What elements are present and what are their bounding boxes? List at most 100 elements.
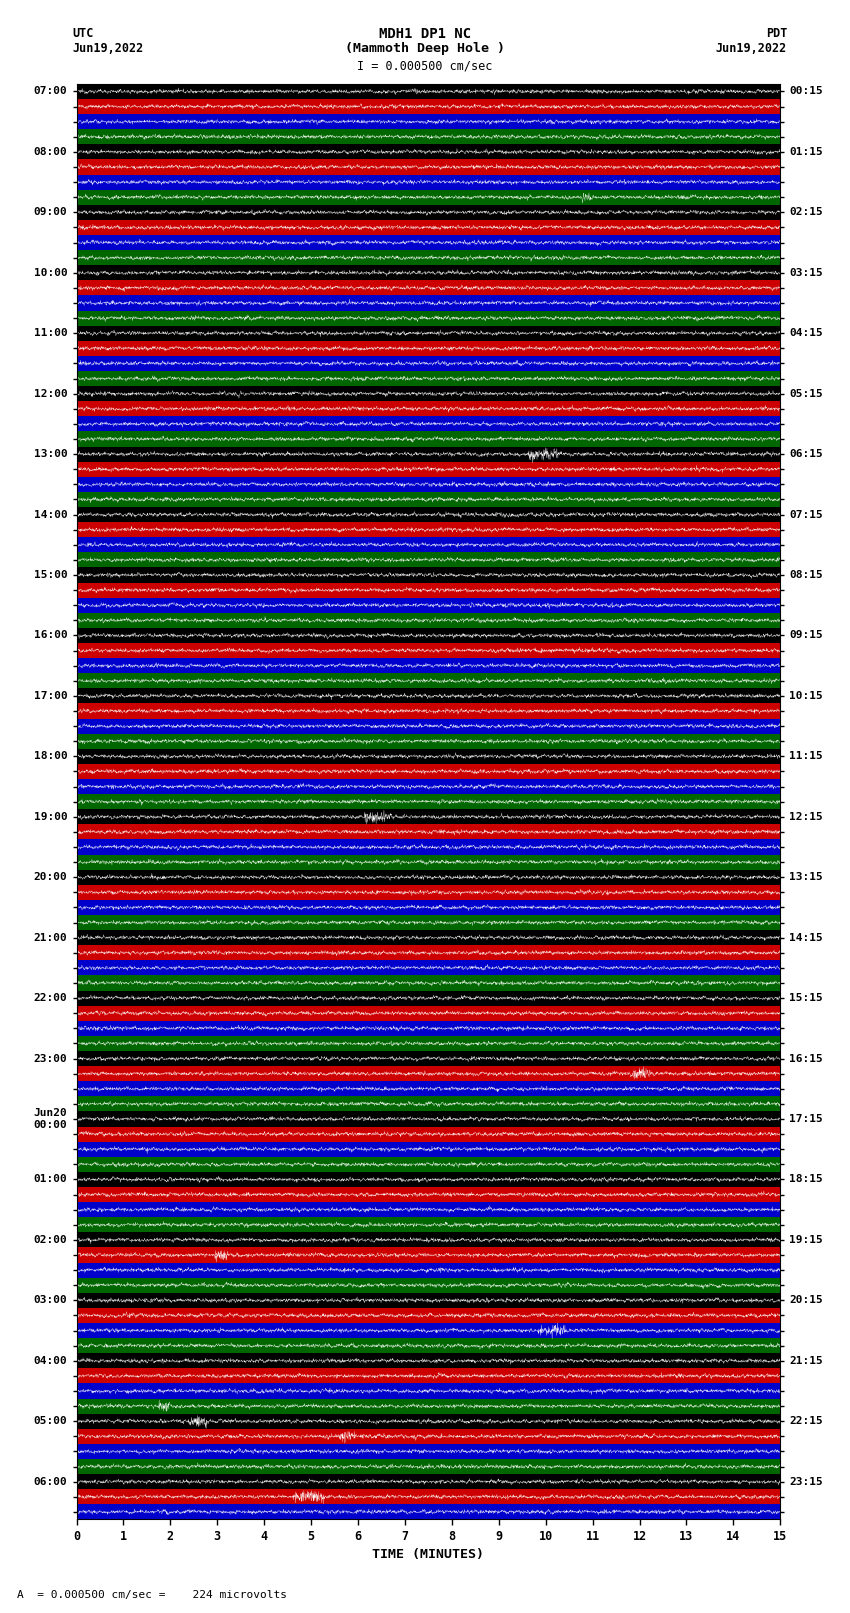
Bar: [76, 1066, 780, 1081]
Bar: [76, 1413, 780, 1429]
Bar: [76, 1173, 780, 1187]
Bar: [76, 794, 780, 810]
Bar: [76, 1218, 780, 1232]
Bar: [76, 915, 780, 931]
Bar: [76, 658, 780, 673]
Bar: [76, 718, 780, 734]
Bar: [76, 1202, 780, 1218]
Bar: [76, 98, 780, 115]
Bar: [76, 115, 780, 129]
Bar: [76, 644, 780, 658]
Bar: [76, 1489, 780, 1505]
Bar: [76, 1505, 780, 1519]
Bar: [76, 931, 780, 945]
Bar: [76, 160, 780, 174]
Bar: [76, 810, 780, 824]
Bar: [76, 1384, 780, 1398]
Bar: [76, 552, 780, 568]
Bar: [76, 311, 780, 326]
Bar: [76, 1097, 780, 1111]
Text: UTC: UTC: [72, 27, 94, 40]
Bar: [76, 990, 780, 1005]
Bar: [76, 1247, 780, 1263]
Bar: [76, 1398, 780, 1413]
Bar: [76, 477, 780, 492]
Bar: [76, 779, 780, 794]
Bar: [76, 568, 780, 582]
Bar: [76, 1368, 780, 1384]
Bar: [76, 523, 780, 537]
Bar: [76, 886, 780, 900]
Bar: [76, 1339, 780, 1353]
Bar: [76, 219, 780, 235]
Bar: [76, 1021, 780, 1036]
Bar: [76, 386, 780, 402]
Bar: [76, 1142, 780, 1157]
Bar: [76, 613, 780, 627]
Bar: [76, 598, 780, 613]
Bar: [76, 582, 780, 598]
Bar: [76, 1005, 780, 1021]
Bar: [76, 1263, 780, 1277]
Bar: [76, 839, 780, 855]
Bar: [76, 265, 780, 281]
Bar: [76, 703, 780, 718]
Bar: [76, 824, 780, 839]
Bar: [76, 734, 780, 748]
Text: Jun19,2022: Jun19,2022: [716, 42, 787, 55]
Bar: [76, 1429, 780, 1444]
Bar: [76, 1460, 780, 1474]
Bar: [76, 627, 780, 644]
Bar: [76, 976, 780, 990]
Bar: [76, 1081, 780, 1097]
Bar: [76, 1323, 780, 1339]
Text: MDH1 DP1 NC: MDH1 DP1 NC: [379, 27, 471, 42]
Bar: [76, 235, 780, 250]
Bar: [76, 855, 780, 869]
Bar: [76, 1292, 780, 1308]
X-axis label: TIME (MINUTES): TIME (MINUTES): [372, 1548, 484, 1561]
Bar: [76, 1232, 780, 1247]
Bar: [76, 689, 780, 703]
Bar: [76, 748, 780, 765]
Bar: [76, 340, 780, 356]
Bar: [76, 250, 780, 265]
Bar: [76, 1444, 780, 1460]
Bar: [76, 84, 780, 98]
Bar: [76, 1308, 780, 1323]
Bar: [76, 431, 780, 447]
Text: Jun19,2022: Jun19,2022: [72, 42, 144, 55]
Bar: [76, 945, 780, 960]
Bar: [76, 205, 780, 219]
Bar: [76, 492, 780, 506]
Bar: [76, 506, 780, 523]
Bar: [76, 1277, 780, 1292]
Bar: [76, 1036, 780, 1052]
Bar: [76, 190, 780, 205]
Bar: [76, 174, 780, 190]
Text: A  = 0.000500 cm/sec =    224 microvolts: A = 0.000500 cm/sec = 224 microvolts: [17, 1590, 287, 1600]
Bar: [76, 461, 780, 477]
Bar: [76, 371, 780, 386]
Bar: [76, 129, 780, 144]
Bar: [76, 144, 780, 160]
Bar: [76, 402, 780, 416]
Bar: [76, 295, 780, 311]
Bar: [76, 326, 780, 340]
Bar: [76, 869, 780, 886]
Bar: [76, 537, 780, 552]
Bar: [76, 673, 780, 689]
Text: PDT: PDT: [766, 27, 787, 40]
Text: I = 0.000500 cm/sec: I = 0.000500 cm/sec: [357, 60, 493, 73]
Bar: [76, 1157, 780, 1173]
Bar: [76, 900, 780, 915]
Bar: [76, 960, 780, 976]
Bar: [76, 447, 780, 461]
Bar: [76, 1353, 780, 1368]
Text: (Mammoth Deep Hole ): (Mammoth Deep Hole ): [345, 42, 505, 55]
Bar: [76, 1126, 780, 1142]
Bar: [76, 765, 780, 779]
Bar: [76, 1474, 780, 1489]
Bar: [76, 1052, 780, 1066]
Bar: [76, 1111, 780, 1126]
